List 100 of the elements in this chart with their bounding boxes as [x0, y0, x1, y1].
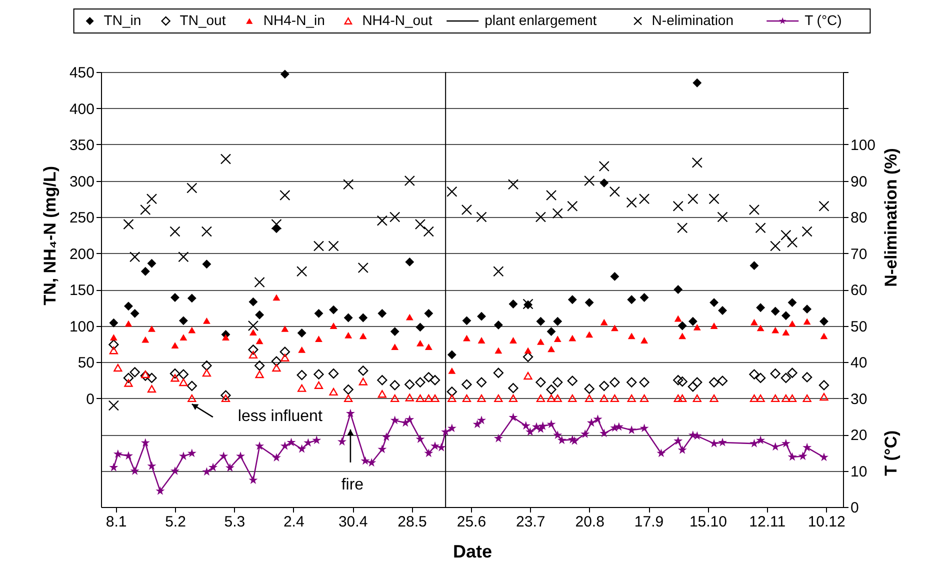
x-axis-title: Date	[452, 542, 492, 562]
y3-tick-label: 10	[850, 463, 868, 480]
point	[820, 316, 828, 326]
point	[447, 350, 456, 360]
point	[315, 336, 322, 342]
point	[478, 337, 486, 344]
point	[524, 372, 532, 380]
point	[678, 321, 687, 330]
point	[271, 356, 282, 366]
point	[508, 394, 518, 402]
y2-tick-label: 50	[850, 318, 868, 336]
point	[598, 160, 610, 172]
y-tick-label: 200	[69, 246, 94, 263]
point	[554, 336, 562, 342]
point	[678, 394, 687, 402]
point	[358, 378, 368, 386]
point	[476, 377, 487, 388]
y3-tick-label: 0	[850, 500, 859, 516]
x-tick-label: 25.6	[456, 514, 486, 530]
point	[782, 329, 790, 336]
point	[710, 394, 718, 402]
point	[584, 175, 595, 186]
point	[281, 325, 289, 332]
y-tick-label: 400	[69, 100, 94, 118]
point	[674, 285, 683, 294]
point	[358, 313, 368, 322]
point	[328, 368, 339, 379]
point	[249, 329, 257, 336]
legend-label: TN_in	[104, 12, 142, 28]
legend-label: NH4-N_in	[263, 12, 325, 28]
point	[415, 377, 426, 388]
x-tick-label: 28.5	[398, 514, 427, 530]
point	[710, 298, 719, 308]
point	[639, 377, 650, 388]
point	[717, 212, 728, 222]
point	[750, 318, 758, 326]
point	[610, 272, 620, 281]
point	[553, 394, 562, 402]
point	[786, 237, 798, 248]
point	[314, 308, 324, 318]
point	[688, 382, 698, 392]
y-tick-label: 450	[69, 64, 94, 82]
point	[780, 230, 792, 240]
point	[446, 386, 457, 397]
point	[788, 394, 797, 402]
point	[552, 208, 563, 219]
x-tick-label: 15.10	[689, 514, 727, 530]
point	[389, 212, 400, 222]
y3-tick-label: 20	[850, 427, 868, 444]
point	[296, 266, 308, 277]
point	[749, 369, 760, 380]
point	[272, 294, 280, 301]
point	[424, 344, 432, 350]
point	[248, 350, 258, 359]
x-tick-label: 2.4	[283, 514, 304, 530]
point	[448, 367, 456, 374]
point	[568, 334, 576, 342]
point	[755, 372, 766, 384]
point	[343, 384, 354, 395]
point	[717, 376, 728, 386]
point	[329, 388, 338, 396]
point	[640, 293, 649, 302]
point	[600, 178, 609, 188]
point	[280, 190, 290, 201]
point	[568, 394, 577, 402]
x-tick-label: 20.8	[575, 514, 604, 530]
point	[404, 379, 415, 390]
point	[584, 298, 594, 308]
legend-label: N-elimination	[652, 12, 734, 28]
x-tick-label: 8.1	[106, 514, 127, 530]
point	[536, 316, 546, 326]
point	[344, 332, 352, 338]
point	[787, 368, 798, 378]
point	[493, 368, 504, 378]
point	[404, 175, 415, 186]
x-tick-label: 10.12	[808, 514, 846, 530]
point	[378, 390, 386, 398]
point	[248, 297, 258, 306]
point	[391, 344, 399, 350]
point	[756, 394, 765, 402]
point	[344, 394, 353, 402]
point	[803, 318, 811, 325]
y2-tick-label: 60	[850, 282, 868, 299]
point	[220, 390, 231, 400]
point	[546, 327, 556, 336]
point	[416, 322, 425, 332]
point	[692, 394, 702, 402]
point	[756, 303, 766, 312]
legend-label: T (°C)	[804, 12, 842, 28]
point	[552, 377, 563, 388]
point	[718, 306, 727, 315]
point	[390, 394, 400, 402]
point	[772, 326, 780, 334]
point	[610, 324, 618, 332]
point	[610, 394, 619, 402]
point	[314, 381, 324, 390]
point	[626, 197, 637, 208]
point	[692, 78, 702, 88]
point	[748, 204, 760, 216]
point	[678, 332, 686, 340]
